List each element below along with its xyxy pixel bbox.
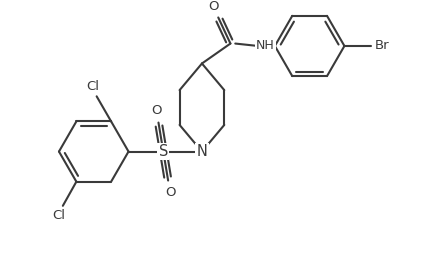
Text: O: O xyxy=(151,105,161,117)
Text: Cl: Cl xyxy=(52,209,66,222)
Text: Br: Br xyxy=(375,40,390,52)
Text: Cl: Cl xyxy=(86,80,99,93)
Text: O: O xyxy=(165,186,176,199)
Text: O: O xyxy=(208,0,219,13)
Text: N: N xyxy=(196,144,207,159)
Text: S: S xyxy=(159,144,168,159)
Text: NH: NH xyxy=(256,40,275,52)
